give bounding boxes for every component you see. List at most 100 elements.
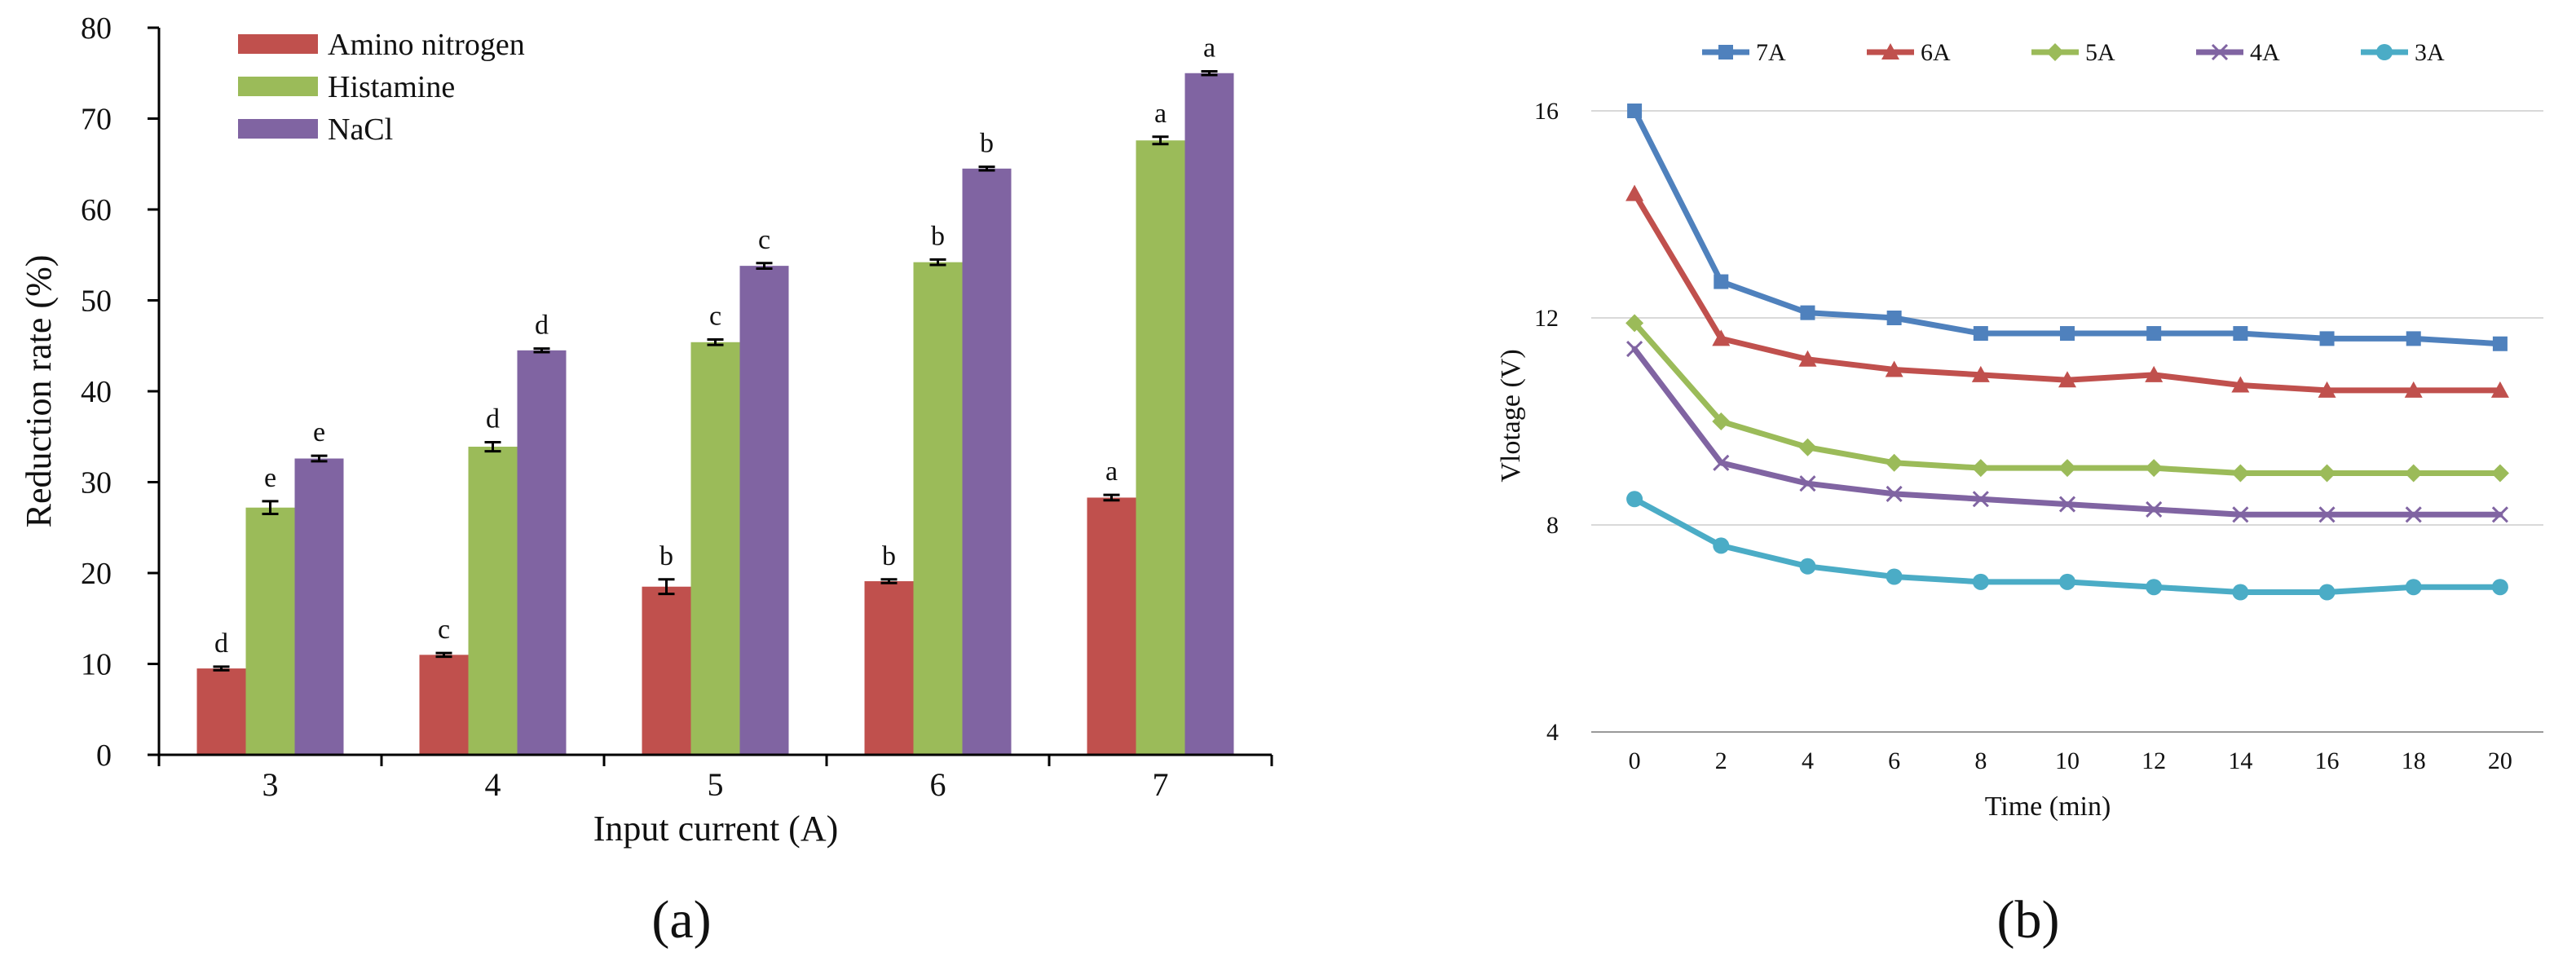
legend-swatch [238,119,318,139]
x-axis-ticks: 0 2 4 6 8 10 12 14 16 18 20 [1629,747,2512,774]
bar-amino-nitrogen [864,581,914,755]
legend-label: 7A [1756,39,1786,66]
bar-nacl [962,168,1012,755]
bar-histamine [1136,140,1185,755]
data-point [2405,506,2422,523]
legend: Amino nitrogen Histamine NaCl [238,28,525,147]
data-point [1800,305,1815,320]
data-point [2318,506,2336,523]
data-point [2232,506,2249,523]
data-point [2211,43,2229,61]
significance-letter: b [980,129,994,159]
bar-nacl [294,458,344,755]
data-point [2146,579,2163,596]
panel-label-b: (b) [1997,890,2060,950]
x-axis-label: Time (min) [1985,791,2111,822]
data-point [2318,381,2336,398]
data-point [2058,371,2076,388]
data-point [2058,496,2076,513]
data-point [1799,475,1816,492]
x-tick-label: 20 [2488,747,2512,774]
data-point [1886,568,1903,585]
x-tick-label: 6 [930,766,946,803]
data-point [2058,459,2076,478]
x-tick-label: 3 [262,766,279,803]
y-axis-ticks: 4 8 12 16 [1534,98,1559,746]
data-point [1627,104,1643,118]
line-series [1625,104,2509,601]
line-chart-panel: 4 8 12 16 0 2 4 6 8 10 12 14 16 18 20 7A 6A 5A 4A 3A Time… [1496,39,2543,950]
y-axis-label: Vlotage (V) [1496,349,1526,482]
data-point [2231,464,2250,483]
panel-label-a: (a) [651,890,711,950]
significance-letter: e [264,463,276,493]
bar-histamine [468,447,518,755]
data-point [1886,311,1902,325]
bar-histamine [913,262,963,755]
data-point [2146,500,2163,518]
significance-letters: d e e c d d b c c b b b a a a [214,33,1215,659]
bar-amino-nitrogen [642,586,691,755]
data-point [1881,43,1899,60]
bar-amino-nitrogen [196,668,246,755]
x-tick-label: 16 [2315,747,2340,774]
data-point [2318,464,2336,483]
data-point [1885,453,1903,472]
series-line-5A [1631,320,2503,476]
data-point [1971,459,1990,478]
x-tick-label: 5 [708,766,724,803]
y-tick-label: 40 [81,375,112,409]
significance-letter: a [1105,456,1118,487]
data-point [2491,579,2508,596]
y-tick-label: 0 [96,739,112,773]
x-tick-label: 12 [2142,747,2166,774]
legend-label: 4A [2250,39,2280,66]
data-point [2406,331,2421,346]
data-point [2492,336,2508,351]
data-point [2491,506,2508,523]
x-tick-label: 4 [485,766,501,803]
x-tick-label: 4 [1802,747,1814,774]
legend: 7A 6A 5A 4A 3A [1702,39,2445,66]
error-bar [978,165,995,172]
significance-letter: c [709,301,721,331]
error-bar [929,258,946,267]
data-point [1626,491,1643,508]
data-point [2405,579,2422,596]
x-tick-label: 14 [2228,747,2252,774]
error-bar [435,651,452,659]
data-point [2233,326,2248,342]
data-point [2490,464,2509,483]
data-point [1798,350,1817,367]
bar-histamine [245,507,295,755]
data-point [2060,326,2075,342]
y-tick-label: 10 [81,648,112,682]
x-tick-label: 10 [2055,747,2080,774]
data-point [2376,44,2393,60]
legend-label: Histamine [328,70,455,104]
y-tick-label: 12 [1534,305,1559,332]
data-point [1885,360,1903,377]
error-bar [707,337,724,346]
x-tick-label: 18 [2402,747,2426,774]
significance-letter: a [1203,33,1215,64]
x-tick-label: 6 [1888,747,1900,774]
x-tick-label: 0 [1629,747,1641,774]
legend-label: 6A [1921,39,1951,66]
y-axis-label: Reduction rate (%) [19,255,59,528]
bar-series [196,73,1234,755]
data-point [1799,558,1816,575]
error-bar [658,578,675,596]
data-point [1713,454,1730,471]
data-point [1626,341,1643,358]
legend-label: 3A [2415,39,2445,66]
x-axis-ticks: 3 4 5 6 7 [157,755,1273,803]
legend-label: 5A [2085,39,2115,66]
gridlines [1591,110,2543,526]
data-point [1714,274,1729,289]
significance-letter: d [535,311,549,341]
error-bar [213,665,230,672]
x-tick-label: 2 [1715,747,1727,774]
data-point [2319,331,2335,346]
